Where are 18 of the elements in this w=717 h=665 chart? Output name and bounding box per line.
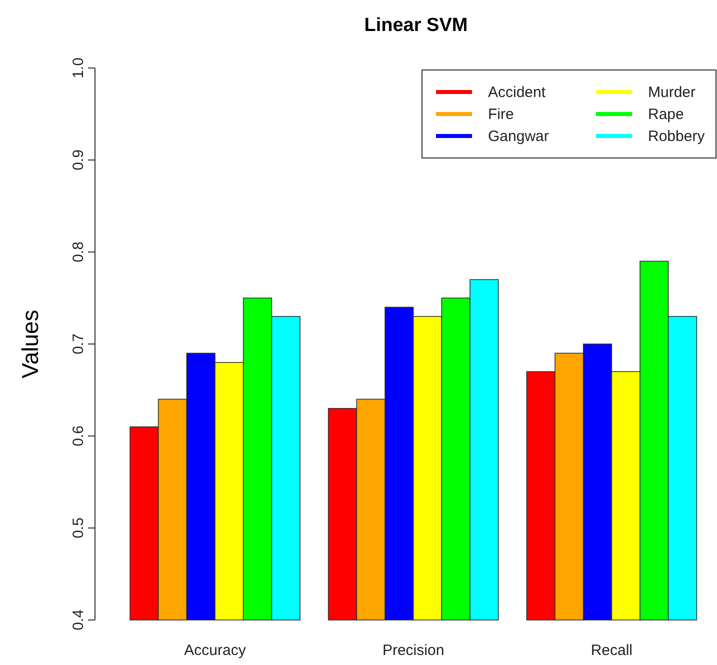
legend-label: Rape	[648, 106, 684, 123]
legend-label: Accident	[488, 84, 546, 101]
y-tick-label: 0.7	[70, 334, 87, 354]
y-tick-label: 0.8	[70, 242, 87, 262]
x-tick-label: Recall	[590, 642, 633, 659]
x-tick-label: Accuracy	[184, 642, 246, 659]
y-tick-label: 1.0	[70, 58, 87, 78]
y-tick-label: 0.4	[70, 610, 87, 630]
legend-label: Robbery	[648, 128, 706, 145]
chart-title: Linear SVM	[364, 15, 468, 36]
y-tick-label: 0.6	[70, 426, 87, 446]
legend-label: Gangwar	[488, 128, 549, 145]
legend-label: Fire	[488, 106, 514, 123]
y-axis-title: Values	[17, 310, 43, 378]
legend-label: Murder	[648, 84, 696, 101]
y-tick-label: 0.5	[70, 518, 87, 538]
y-tick-label: 0.9	[70, 150, 87, 170]
x-tick-label: Precision	[382, 642, 444, 659]
